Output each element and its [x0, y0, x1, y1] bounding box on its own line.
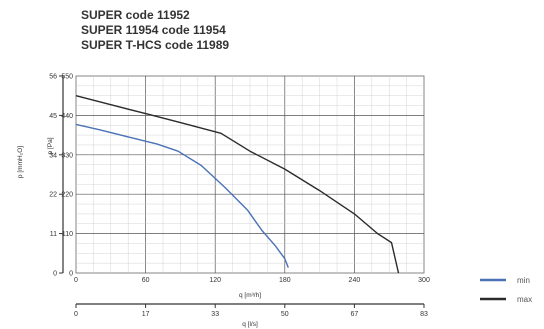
x2-tick-label: 33 [211, 311, 219, 318]
x2-tick-label: 0 [74, 311, 78, 318]
x-tick-label: 300 [418, 277, 430, 284]
x-tick-label: 120 [209, 277, 221, 284]
y2-tick-label: 11 [50, 231, 57, 238]
x2-tick-label: 17 [142, 311, 150, 318]
grid [76, 76, 424, 273]
y-tick-label: 440 [61, 113, 73, 120]
series-group [75, 95, 400, 274]
y2-tick-label: 45 [49, 113, 57, 120]
title-block: SUPER code 11952 SUPER 11954 code 11954 … [81, 8, 229, 52]
y2-tick-label: 0 [53, 271, 57, 278]
x-tick-label: 60 [142, 277, 150, 284]
y2-tick-label: 22 [49, 192, 57, 199]
y2-ticks: 0 11 22 34 45 56 [49, 74, 63, 278]
y2-axis-label: p [mmH₂O] [17, 146, 24, 178]
title-line-1: SUPER code 11952 [81, 8, 190, 22]
x2-axis-label: q [l/s] [242, 321, 258, 328]
x-axis-label: q [m³/h] [239, 292, 261, 299]
x-tick-label: 180 [279, 277, 291, 284]
legend-label-min: min [517, 276, 530, 285]
y-tick-label: 550 [61, 74, 73, 81]
legend: min max [480, 276, 532, 304]
legend-label-max: max [517, 295, 532, 304]
y-axis-label: p [Pa] [47, 137, 54, 154]
series-line-max [75, 95, 400, 274]
title-line-2: SUPER 11954 code 11954 [81, 23, 226, 37]
y-tick-label: 220 [61, 192, 73, 199]
series-line-min [75, 123, 289, 268]
x-ticks: 0 60 120 180 240 300 [74, 277, 430, 284]
x-tick-label: 240 [349, 277, 361, 284]
x2-ticks: 0 17 33 50 67 83 [74, 304, 428, 318]
y2-tick-label: 34 [49, 152, 57, 159]
y-tick-label: 330 [61, 152, 73, 159]
x2-tick-label: 50 [281, 311, 289, 318]
x2-tick-label: 83 [420, 311, 428, 318]
x-tick-label: 0 [74, 277, 78, 284]
y-ticks: 0 110 220 330 440 550 [61, 74, 73, 278]
x2-tick-label: 67 [351, 311, 359, 318]
title-line-3: SUPER T-HCS code 11989 [81, 38, 229, 52]
y-tick-label: 0 [69, 271, 73, 278]
y2-tick-label: 56 [49, 74, 57, 81]
y-tick-label: 110 [62, 231, 73, 238]
